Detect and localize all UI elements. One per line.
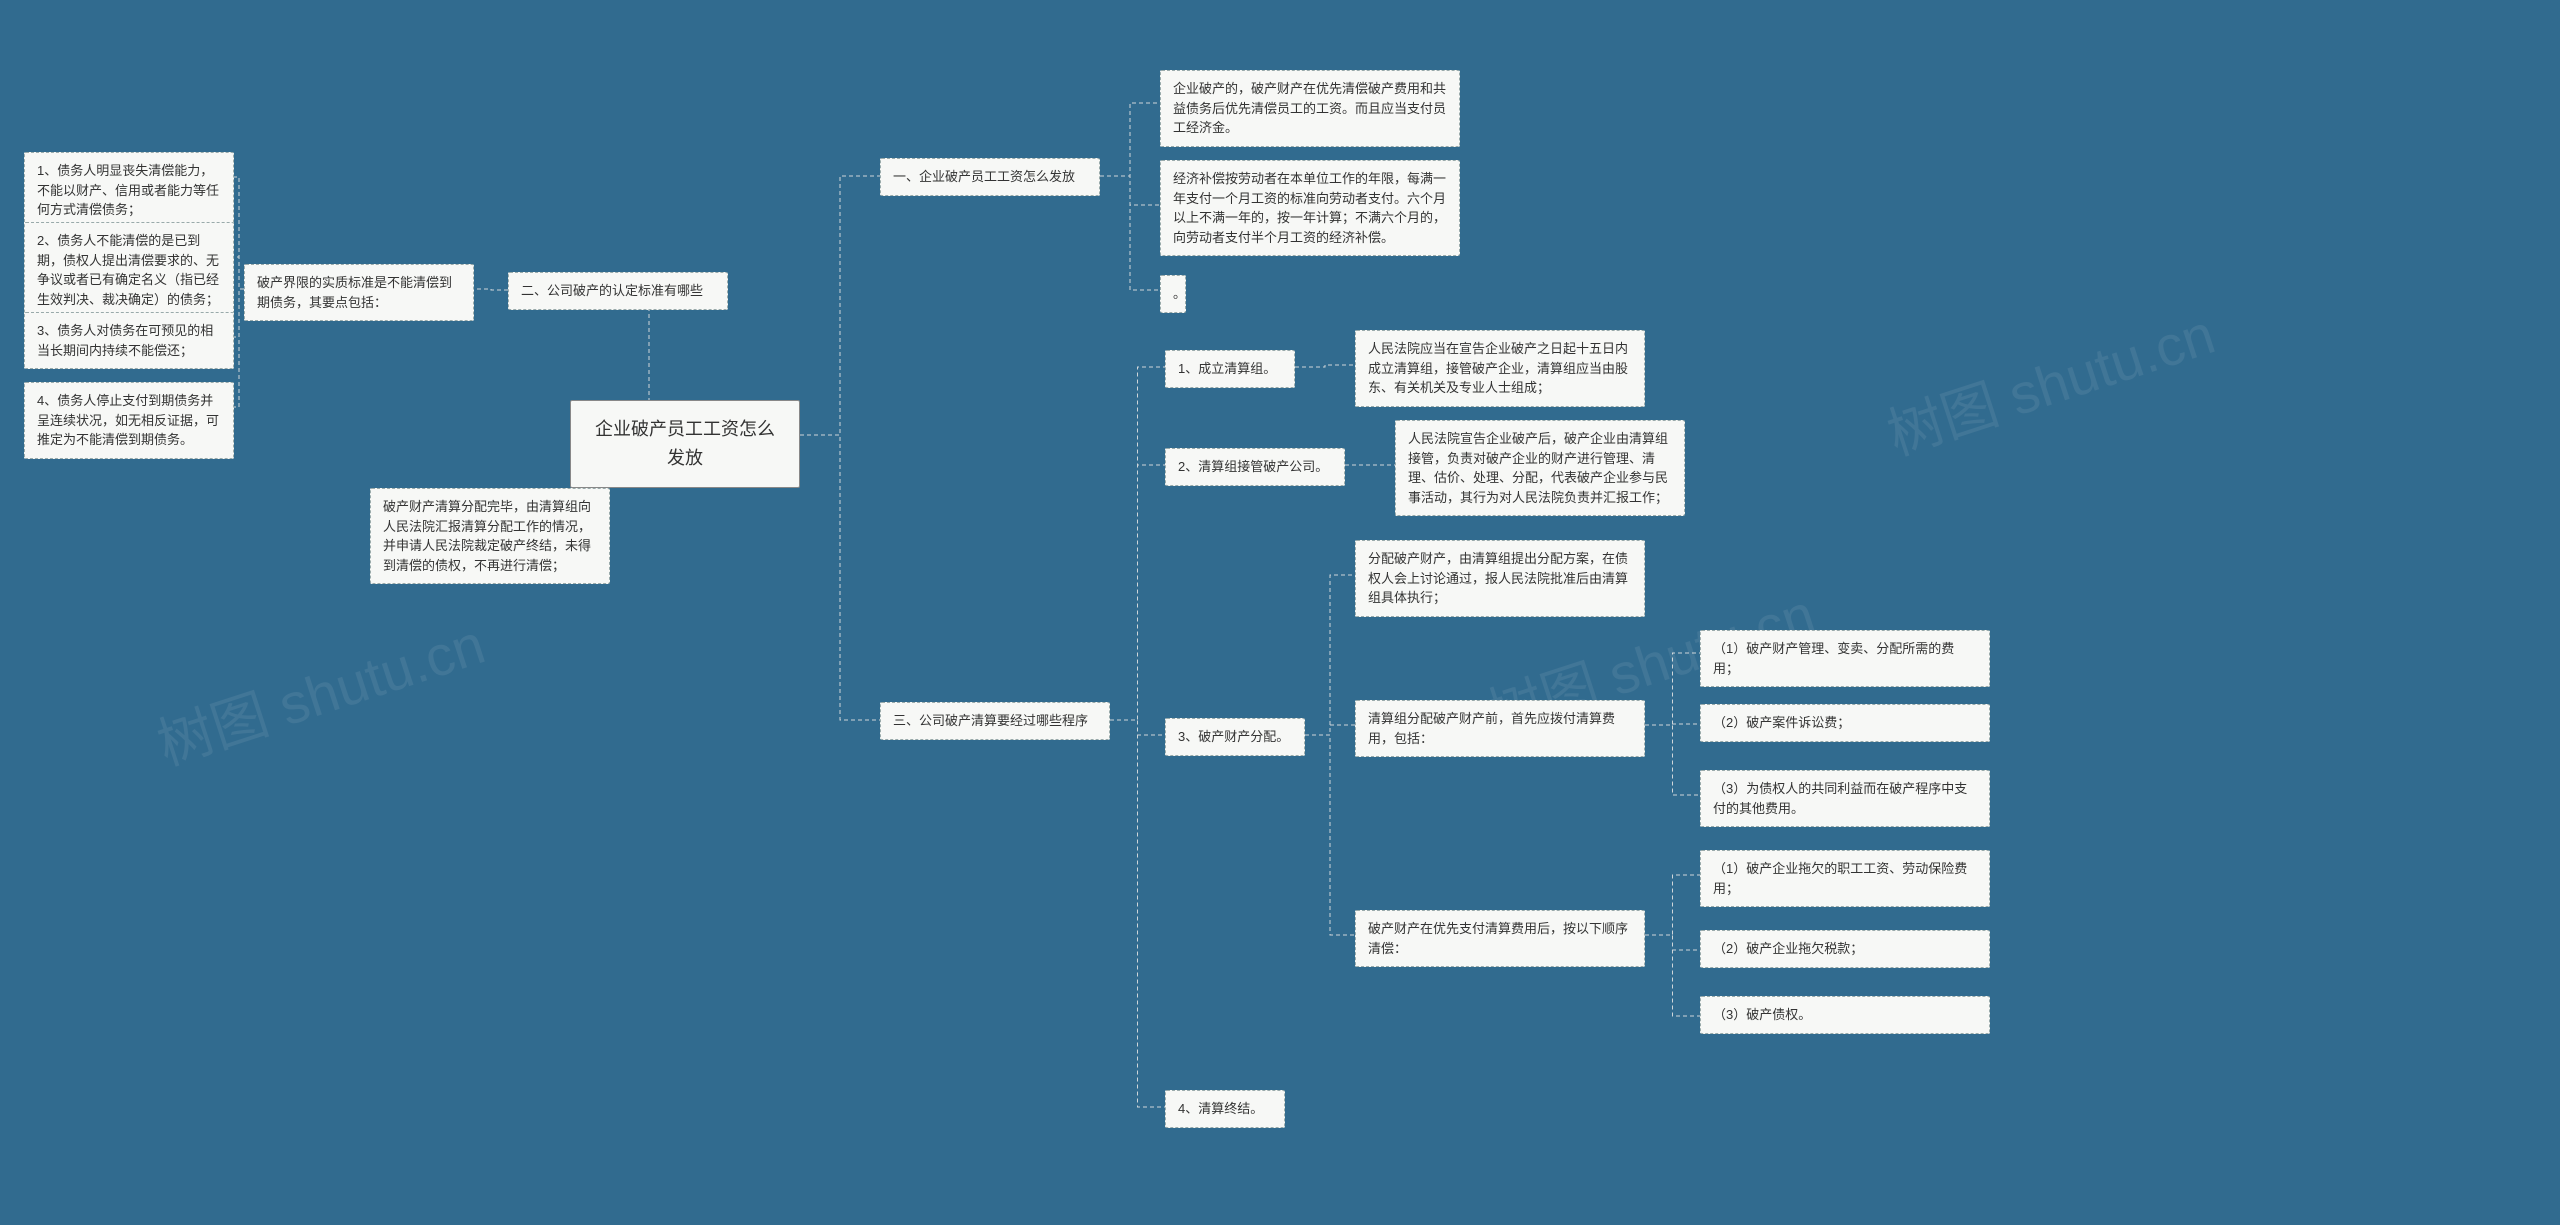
- branch-2[interactable]: 二、公司破产的认定标准有哪些: [508, 272, 728, 310]
- branch-4-step-3-c-2[interactable]: （2）破产企业拖欠税款；: [1700, 930, 1990, 968]
- watermark: 树图 shutu.cn: [146, 600, 494, 782]
- branch-1[interactable]: 一、企业破产员工工资怎么发放: [880, 158, 1100, 196]
- branch-4-step-4[interactable]: 4、清算终结。: [1165, 1090, 1285, 1128]
- branch-4-step-3-b-1[interactable]: （1）破产财产管理、变卖、分配所需的费用；: [1700, 630, 1990, 687]
- branch-4-step-2-detail[interactable]: 人民法院宣告企业破产后，破产企业由清算组接管，负责对破产企业的财产进行管理、清理…: [1395, 420, 1685, 516]
- branch-4-step-3-c-1[interactable]: （1）破产企业拖欠的职工工资、劳动保险费用；: [1700, 850, 1990, 907]
- branch-1-item-3[interactable]: 。: [1160, 275, 1186, 313]
- branch-4-step-3-b-3[interactable]: （3）为债权人的共同利益而在破产程序中支付的其他费用。: [1700, 770, 1990, 827]
- branch-4[interactable]: 三、公司破产清算要经过哪些程序: [880, 702, 1110, 740]
- branch-2-sub[interactable]: 破产界限的实质标准是不能清偿到期债务，其要点包括：: [244, 264, 474, 321]
- branch-4-step-1[interactable]: 1、成立清算组。: [1165, 350, 1295, 388]
- branch-2-item-2[interactable]: 2、债务人不能清偿的是已到期，债权人提出清偿要求的、无争议或者已有确定名义（指已…: [24, 222, 234, 318]
- branch-4-step-1-detail[interactable]: 人民法院应当在宣告企业破产之日起十五日内成立清算组，接管破产企业，清算组应当由股…: [1355, 330, 1645, 407]
- branch-2-item-3[interactable]: 3、债务人对债务在可预见的相当长期间内持续不能偿还；: [24, 312, 234, 369]
- branch-4-step-3-c-3[interactable]: （3）破产债权。: [1700, 996, 1990, 1034]
- branch-4-step-3-a[interactable]: 分配破产财产，由清算组提出分配方案，在债权人会上讨论通过，报人民法院批准后由清算…: [1355, 540, 1645, 617]
- branch-1-item-1[interactable]: 企业破产的，破产财产在优先清偿破产费用和共益债务后优先清偿员工的工资。而且应当支…: [1160, 70, 1460, 147]
- branch-2-item-4[interactable]: 4、债务人停止支付到期债务并呈连续状况，如无相反证据，可推定为不能清偿到期债务。: [24, 382, 234, 459]
- watermark: 树图 shutu.cn: [1876, 290, 2224, 472]
- branch-4-step-2[interactable]: 2、清算组接管破产公司。: [1165, 448, 1345, 486]
- branch-4-step-3-c[interactable]: 破产财产在优先支付清算费用后，按以下顺序清偿：: [1355, 910, 1645, 967]
- branch-1-item-2[interactable]: 经济补偿按劳动者在本单位工作的年限，每满一年支付一个月工资的标准向劳动者支付。六…: [1160, 160, 1460, 256]
- branch-4-step-3-b[interactable]: 清算组分配破产财产前，首先应拨付清算费用，包括：: [1355, 700, 1645, 757]
- root-node[interactable]: 企业破产员工工资怎么发放: [570, 400, 800, 488]
- branch-3[interactable]: 破产财产清算分配完毕，由清算组向人民法院汇报清算分配工作的情况，并申请人民法院裁…: [370, 488, 610, 584]
- branch-4-step-3[interactable]: 3、破产财产分配。: [1165, 718, 1305, 756]
- branch-2-item-1[interactable]: 1、债务人明显丧失清偿能力，不能以财产、信用或者能力等任何方式清偿债务；: [24, 152, 234, 229]
- branch-4-step-3-b-2[interactable]: （2）破产案件诉讼费；: [1700, 704, 1990, 742]
